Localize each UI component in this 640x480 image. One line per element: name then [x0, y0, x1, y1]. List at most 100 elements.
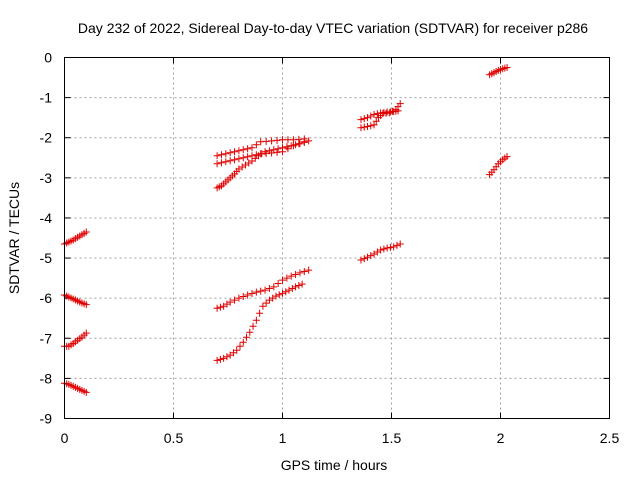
data-point-plus — [370, 121, 378, 129]
data-point-plus — [285, 286, 293, 294]
data-point-plus — [292, 271, 300, 279]
data-point-plus — [262, 299, 270, 307]
data-point-plus — [360, 123, 368, 131]
x-tick-label: 2.5 — [600, 430, 620, 446]
data-point-plus — [213, 152, 221, 160]
data-point-plus — [244, 291, 252, 299]
axis-ticks — [64, 57, 610, 419]
y-tick-label: 0 — [44, 50, 52, 66]
y-tick-label: -6 — [40, 290, 53, 306]
data-point-plus — [261, 148, 269, 156]
data-point-plus — [235, 294, 243, 302]
data-point-plus — [283, 143, 291, 151]
data-point-plus — [390, 243, 398, 251]
data-point-plus — [246, 328, 254, 336]
data-point-plus — [252, 288, 260, 296]
y-tick-label: -4 — [40, 210, 53, 226]
data-point-plus — [244, 153, 252, 161]
data-point-plus — [239, 338, 247, 346]
data-point-plus — [296, 140, 304, 148]
data-point-plus — [216, 303, 224, 311]
data-point-plus — [217, 151, 225, 159]
data-point-plus — [235, 155, 243, 163]
data-point-plus — [279, 276, 286, 284]
x-tick-label: 0 — [61, 430, 69, 446]
data-point-plus — [300, 267, 308, 275]
data-point-plus — [217, 159, 225, 167]
data-point-plus — [259, 302, 267, 310]
data-point-plus — [298, 280, 306, 288]
x-tick-labels: 0 0.5 1 1.5 2 2.5 — [61, 430, 620, 446]
data-point-plus — [503, 153, 511, 161]
grid-lines — [64, 57, 610, 419]
data-point-plus — [252, 316, 260, 324]
data-point-plus — [226, 157, 234, 165]
data-point-plus — [274, 280, 282, 288]
data-point-plus — [231, 148, 239, 156]
data-point-plus — [305, 266, 313, 274]
data-point-plus — [273, 136, 281, 144]
data-point-plus — [357, 124, 365, 132]
x-tick-label: 0.5 — [164, 430, 184, 446]
data-point-plus — [82, 329, 90, 337]
data-point-plus — [367, 112, 375, 120]
data-point-plus — [296, 269, 304, 277]
x-tick-label: 1.5 — [382, 430, 402, 446]
data-point-plus — [252, 141, 260, 149]
data-point-plus — [239, 154, 247, 162]
data-point-plus — [226, 149, 234, 157]
data-point-plus — [222, 150, 230, 158]
y-tick-label: -1 — [40, 90, 53, 106]
data-point-plus — [231, 296, 239, 304]
data-point-plus — [222, 158, 230, 166]
data-point-plus — [283, 274, 291, 282]
data-point-plus — [265, 147, 273, 155]
data-point-plus — [213, 160, 221, 168]
data-point-plus — [357, 116, 365, 124]
data-point-plus — [360, 255, 368, 263]
data-points — [61, 64, 511, 396]
data-point-plus — [364, 114, 372, 122]
y-axis-label: SDTVAR / TECUs — [6, 182, 22, 294]
data-point-plus — [279, 144, 286, 152]
data-point-plus — [213, 356, 221, 364]
data-point-plus — [396, 100, 404, 108]
data-point-plus — [231, 156, 239, 164]
data-point-plus — [385, 109, 393, 117]
data-point-plus — [292, 283, 300, 291]
data-point-plus — [248, 290, 256, 298]
data-point-plus — [305, 137, 313, 145]
data-point-plus — [243, 333, 251, 341]
plot-frame — [64, 57, 610, 419]
y-tick-label: -8 — [40, 370, 53, 386]
y-tick-label: -7 — [40, 330, 53, 346]
data-point-plus — [265, 285, 273, 293]
data-point-plus — [82, 388, 90, 396]
data-point-plus — [275, 291, 283, 299]
data-point-plus — [367, 252, 375, 260]
data-point-plus — [360, 115, 368, 123]
y-tick-label: -9 — [40, 411, 53, 427]
data-point-plus — [270, 146, 278, 154]
data-point-plus — [268, 137, 276, 145]
data-point-plus — [389, 107, 397, 115]
data-point-plus — [393, 241, 401, 249]
data-point-plus — [372, 117, 380, 125]
chart-title: Day 232 of 2022, Sidereal Day-to-day VTE… — [78, 20, 588, 36]
data-point-plus — [367, 122, 375, 130]
data-point-plus — [287, 142, 295, 150]
data-point-plus — [233, 346, 241, 354]
data-point-plus — [272, 292, 280, 300]
data-point-plus — [282, 288, 290, 296]
data-point-plus — [292, 141, 300, 149]
data-point-plus — [380, 245, 388, 253]
data-point-plus — [279, 289, 286, 297]
data-point-plus — [274, 145, 282, 153]
data-point-plus — [270, 283, 278, 291]
data-point-plus — [295, 282, 303, 290]
data-point-plus — [249, 322, 257, 330]
data-point-plus — [364, 253, 372, 261]
data-point-plus — [248, 144, 256, 152]
data-point-plus — [226, 298, 234, 306]
